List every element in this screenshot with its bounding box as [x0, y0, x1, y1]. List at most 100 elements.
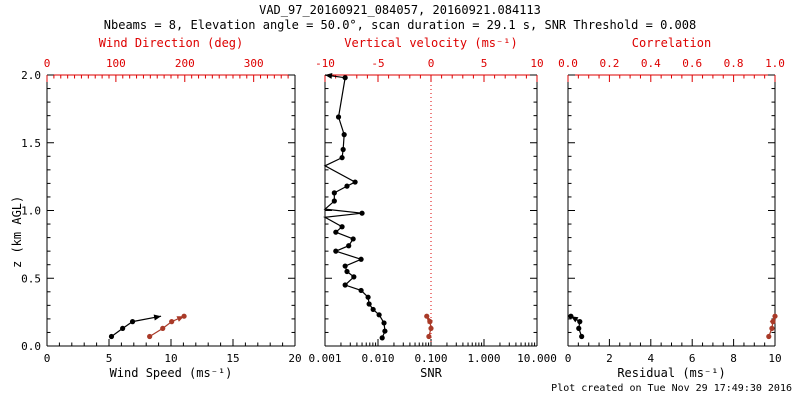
data-point	[350, 236, 356, 242]
data-point	[342, 263, 348, 269]
data-point	[342, 282, 348, 288]
data-point	[576, 325, 582, 331]
snr-profile-series	[323, 72, 388, 341]
x-tick-label-bottom: 8	[730, 352, 737, 365]
y-tick-label: 0.0	[21, 340, 41, 353]
bottom-axis-label-residual: Residual (ms⁻¹)	[617, 366, 726, 380]
x-tick-label-top: 0.0	[558, 57, 578, 70]
x-tick-label-bottom: 4	[647, 352, 654, 365]
x-tick-label-top: 1.0	[765, 57, 785, 70]
data-point	[358, 256, 364, 262]
x-tick-label-bottom: 0.010	[361, 352, 394, 365]
profile-end-arrow	[153, 314, 162, 321]
plot-title: VAD_97_20160921_084057, 20160921.084113	[259, 3, 541, 17]
top-axis-label-wind-direction: Wind Direction (deg)	[98, 36, 244, 50]
data-point	[577, 319, 583, 325]
wind-direction-series	[147, 313, 187, 340]
data-point	[120, 325, 126, 331]
x-tick-label-bottom: 0.100	[414, 352, 447, 365]
profile-end-arrow	[570, 316, 579, 323]
plot-created-timestamp: Plot created on Tue Nov 29 17:49:30 2016	[551, 383, 792, 394]
data-point	[351, 274, 357, 280]
data-point	[352, 179, 358, 185]
y-tick-label: 1.5	[21, 137, 41, 150]
wind-panel: 0.00.51.01.52.00 5 10 15 200 100 200 300	[21, 57, 302, 365]
vertical-velocity-series	[424, 313, 434, 340]
bottom-axis-label-wind-speed: Wind Speed (ms⁻¹)	[109, 366, 233, 380]
data-point	[129, 319, 136, 325]
plot-subtitle: Nbeams = 8, Elevation angle = 50.0°, sca…	[103, 18, 697, 32]
x-tick-label-top: 0.2	[599, 57, 619, 70]
x-tick-label-bottom: 0	[44, 352, 51, 365]
snr-panel: 0.001 0.010 0.100 1.000 10.000 -10 -5 0 5 10	[308, 57, 556, 365]
data-point	[339, 224, 345, 230]
data-point	[376, 312, 382, 318]
x-tick-label-top: 200	[175, 57, 195, 70]
data-point	[381, 320, 387, 326]
x-tick-label-bottom: 10.000	[517, 352, 557, 365]
x-tick-label-bottom: 1.000	[467, 352, 500, 365]
x-tick-label-top: -10	[315, 57, 335, 70]
y-tick-label: 2.0	[21, 69, 41, 82]
data-point	[769, 325, 775, 331]
data-point	[331, 190, 337, 196]
x-tick-label-bottom: 20	[288, 352, 301, 365]
x-tick-label-top: 0	[44, 57, 51, 70]
profile-end-arrow	[426, 316, 433, 324]
fit-panel: 0 2 4 6 8 10 0.0 0.2 0.4 0.6 0.8 1.0	[558, 57, 785, 365]
data-point	[344, 268, 350, 275]
x-tick-label-bottom: 6	[689, 352, 696, 365]
residual-series	[568, 313, 585, 340]
x-tick-label-top: 0	[428, 57, 435, 70]
x-tick-label-top: 10	[530, 57, 543, 70]
data-point	[766, 333, 772, 340]
profile-end-arrow	[769, 316, 776, 324]
x-tick-label-bottom: 0	[565, 352, 572, 365]
y-axis-label: z (km AGL)	[10, 195, 24, 268]
x-tick-label-bottom: 10	[164, 352, 177, 365]
x-tick-label-top: -5	[371, 57, 384, 70]
data-point	[335, 114, 342, 120]
data-point	[346, 243, 352, 249]
data-point	[341, 132, 347, 138]
data-point	[579, 333, 585, 340]
y-tick-label: 1.0	[21, 205, 41, 218]
x-tick-label-top: 0.8	[724, 57, 744, 70]
data-point	[370, 306, 376, 313]
x-tick-label-top: 100	[106, 57, 126, 70]
data-point	[342, 75, 348, 81]
x-tick-label-bottom: 5	[106, 352, 113, 365]
data-point	[379, 335, 385, 341]
data-point	[428, 325, 434, 331]
bottom-axis-label-snr: SNR	[420, 366, 442, 380]
profile-end-arrow	[325, 72, 333, 79]
y-tick-label: 0.5	[21, 272, 41, 285]
x-tick-label-bottom: 2	[606, 352, 613, 365]
top-axis-label-correlation: Correlation	[631, 36, 712, 50]
data-point	[147, 333, 153, 340]
data-point	[426, 333, 432, 340]
data-point	[340, 146, 346, 153]
data-point	[344, 183, 350, 189]
data-point	[359, 210, 365, 216]
x-tick-label-top: 300	[244, 57, 264, 70]
data-point	[108, 333, 115, 340]
data-point	[358, 287, 364, 294]
data-point	[333, 229, 339, 235]
x-tick-label-top: 0.4	[641, 57, 661, 70]
data-point	[339, 155, 345, 161]
data-point	[169, 319, 175, 325]
wind-speed-series	[108, 314, 162, 340]
data-point	[365, 294, 371, 300]
data-point	[160, 325, 166, 331]
data-point	[366, 301, 372, 307]
x-tick-label-bottom: 15	[226, 352, 239, 365]
data-point	[382, 328, 388, 334]
x-tick-label-bottom: 10	[768, 352, 781, 365]
data-point	[331, 198, 337, 204]
x-tick-label-top: 5	[481, 57, 488, 70]
data-point	[333, 248, 339, 254]
top-axis-label-vertical-velocity: Vertical velocity (ms⁻¹)	[344, 36, 518, 50]
